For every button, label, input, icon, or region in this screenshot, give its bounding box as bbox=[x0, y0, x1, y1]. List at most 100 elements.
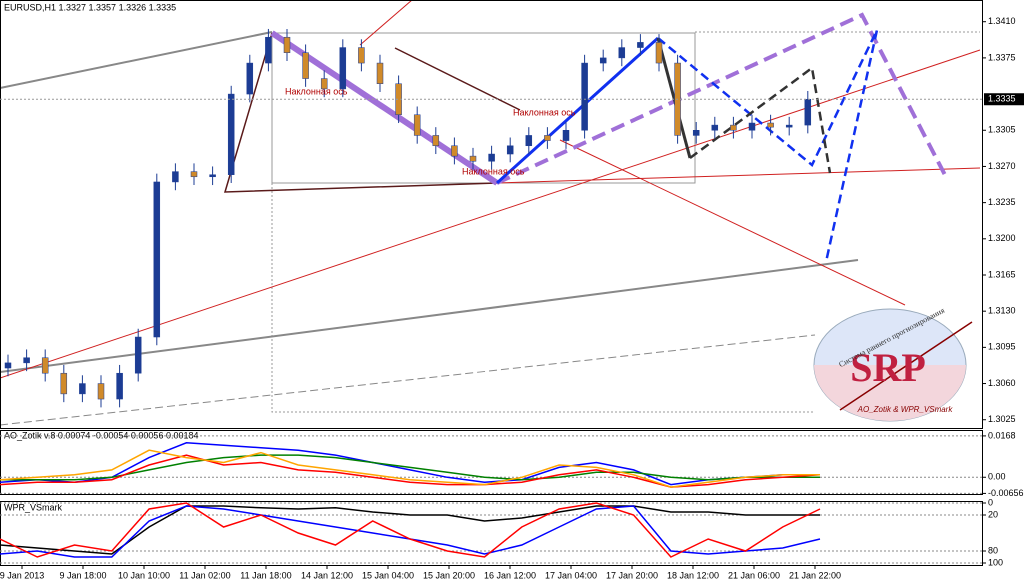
y-tick-label: -0.00656 bbox=[988, 488, 1024, 498]
candle-body bbox=[246, 62, 254, 95]
x-tick-label: 11 Jan 02:00 bbox=[179, 570, 230, 580]
candle-body bbox=[41, 357, 49, 374]
x-tick-label: 14 Jan 12:00 bbox=[301, 570, 353, 580]
candle-body bbox=[4, 362, 12, 369]
logo: SRP Система раннего прогнозирования AO_Z… bbox=[813, 306, 973, 422]
trendline bbox=[494, 167, 981, 184]
candle-body bbox=[265, 36, 272, 64]
candle-body bbox=[60, 372, 68, 395]
trendline bbox=[223, 32, 498, 193]
candle-body bbox=[153, 181, 161, 338]
candle-body bbox=[116, 372, 123, 400]
candle-body bbox=[692, 130, 700, 136]
candle-body bbox=[525, 135, 533, 147]
annotation: Наклонная ось bbox=[513, 107, 576, 117]
y-tick-label: 1.3165 bbox=[988, 269, 1016, 279]
candle-body bbox=[432, 135, 440, 147]
x-tick-label: 17 Jan 04:00 bbox=[545, 570, 597, 580]
indicator-line bbox=[0, 449, 820, 488]
indicator-line bbox=[0, 442, 820, 486]
indicator-title: AO_Zotik v.8 0.00074 -0.00054 0.00056 0.… bbox=[4, 430, 198, 440]
candle-body bbox=[339, 47, 347, 90]
y-tick-label: 1.3200 bbox=[988, 233, 1016, 243]
candle-body bbox=[488, 153, 495, 162]
candle-body bbox=[97, 383, 105, 400]
x-tick-label: 9 Jan 2013 bbox=[0, 570, 44, 580]
x-tick-label: 15 Jan 04:00 bbox=[362, 570, 414, 580]
x-tick-label: 21 Jan 06:00 bbox=[728, 570, 780, 580]
indicator-line bbox=[0, 454, 821, 488]
y-tick-label: 1.3130 bbox=[988, 306, 1016, 316]
candle-body bbox=[785, 124, 793, 128]
zigzag bbox=[496, 12, 947, 185]
candle-body bbox=[767, 122, 774, 128]
candle-body bbox=[581, 62, 588, 131]
candle-body bbox=[283, 36, 291, 53]
y-tick-label: 1.3060 bbox=[988, 378, 1016, 388]
y-tick-label: 0 bbox=[988, 497, 993, 507]
zigzag bbox=[656, 37, 692, 159]
trendline bbox=[0, 31, 273, 89]
logo-arrow bbox=[839, 321, 973, 411]
trendline bbox=[394, 47, 521, 111]
x-tick-label: 16 Jan 12:00 bbox=[484, 570, 536, 580]
logo-half bbox=[814, 365, 966, 421]
candle-body bbox=[544, 135, 551, 141]
candle-body bbox=[227, 93, 235, 175]
candle-body bbox=[79, 383, 86, 395]
candle-body bbox=[469, 155, 477, 162]
y-tick-label: 1.3375 bbox=[988, 52, 1016, 62]
panel-frame bbox=[0, 501, 983, 566]
panel-frame bbox=[0, 430, 983, 495]
indicator-line bbox=[0, 454, 820, 481]
y-tick-label: 1.3305 bbox=[988, 125, 1016, 135]
logo-sub: AO_Zotik & WPR_VSmark bbox=[857, 405, 954, 414]
y-tick-label: 80 bbox=[988, 545, 998, 555]
y-tick-label: 1.3235 bbox=[988, 197, 1016, 207]
x-tick-label: 11 Jan 18:00 bbox=[240, 570, 291, 580]
panel-frame bbox=[0, 0, 983, 429]
candle-body bbox=[376, 62, 384, 84]
x-tick-label: 18 Jan 12:00 bbox=[667, 570, 719, 580]
trendline bbox=[0, 49, 981, 379]
dotted bbox=[271, 183, 815, 413]
y-tick-label: 1.3025 bbox=[988, 414, 1016, 424]
x-tick-label: 15 Jan 20:00 bbox=[423, 570, 475, 580]
candle-body bbox=[209, 174, 216, 178]
y-tick-label: 0.0168 bbox=[988, 430, 1016, 440]
trendline bbox=[0, 259, 859, 373]
candle-body bbox=[190, 171, 198, 178]
candle-body bbox=[134, 336, 142, 374]
y-tick-label: 1.3270 bbox=[988, 161, 1016, 171]
logo-text: SRP bbox=[850, 345, 926, 390]
candle-body bbox=[506, 145, 514, 155]
candle-body bbox=[320, 78, 328, 90]
annotation: Наклонная ось bbox=[462, 166, 525, 176]
x-tick-label: 9 Jan 18:00 bbox=[59, 570, 106, 580]
candle-body bbox=[413, 114, 421, 136]
candle-body bbox=[655, 42, 663, 64]
y-tick-label: 1.3095 bbox=[988, 342, 1016, 352]
candle-body bbox=[730, 124, 737, 131]
drawings bbox=[0, 0, 981, 426]
candle-body bbox=[302, 52, 309, 79]
candle-body bbox=[618, 47, 626, 59]
x-tick-label: 21 Jan 22:00 bbox=[789, 570, 841, 580]
y-tick-label: 100 bbox=[988, 557, 1003, 567]
zigzag bbox=[270, 30, 499, 186]
candle-body bbox=[599, 57, 607, 64]
indicator-line bbox=[0, 505, 820, 555]
price-tag-label: 1.3335 bbox=[988, 94, 1016, 104]
y-tick-label: 1.3410 bbox=[988, 16, 1016, 26]
candle-body bbox=[711, 124, 719, 131]
annotation: Наклонная ось bbox=[285, 86, 348, 96]
indicator-title: WPR_VSmark bbox=[4, 502, 63, 512]
zigzag bbox=[657, 29, 879, 263]
candle-body bbox=[748, 122, 756, 131]
candle-body bbox=[23, 357, 30, 364]
trendline bbox=[559, 139, 906, 306]
